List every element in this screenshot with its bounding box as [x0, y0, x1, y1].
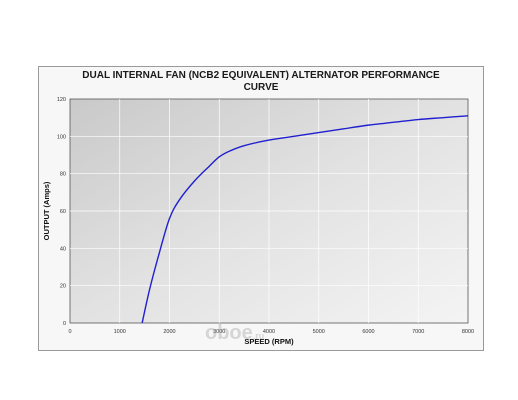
series-line [141, 115, 469, 324]
chart-title-line-1: DUAL INTERNAL FAN (NCB2 EQUIVALENT) ALTE… [82, 70, 440, 81]
y-tick-label: 100 [57, 134, 66, 140]
x-tick-label: 3000 [213, 329, 225, 335]
grid-lines [70, 99, 468, 323]
x-tick-label: 6000 [362, 329, 374, 335]
x-tick-label: 7000 [412, 329, 424, 335]
y-tick-label: 60 [60, 209, 66, 215]
watermark-logo: oboe.ru [205, 322, 265, 344]
y-axis-label: OUTPUT (Amps) [42, 181, 51, 240]
y-tick-labels: 0 20 40 60 80 100 120 [57, 97, 66, 327]
series-group [141, 115, 469, 324]
y-tick-label: 80 [60, 172, 66, 178]
x-tick-label: 0 [68, 329, 71, 335]
x-tick-label: 1000 [114, 329, 126, 335]
y-tick-label: 120 [57, 97, 66, 103]
x-tick-label: 4000 [263, 329, 275, 335]
y-tick-label: 40 [60, 246, 66, 252]
y-tick-label: 0 [63, 321, 66, 327]
x-axis-label: SPEED (RPM) [244, 337, 294, 346]
x-tick-labels: 0 1000 2000 3000 4000 5000 6000 7000 8000 [68, 329, 474, 335]
chart-title: DUAL INTERNAL FAN (NCB2 EQUIVALENT) ALTE… [38, 70, 484, 94]
x-tick-label: 5000 [313, 329, 325, 335]
x-tick-label: 2000 [163, 329, 175, 335]
chart-title-line-2: CURVE [243, 82, 279, 93]
y-tick-label: 20 [60, 284, 66, 290]
x-tick-label: 8000 [462, 329, 474, 335]
